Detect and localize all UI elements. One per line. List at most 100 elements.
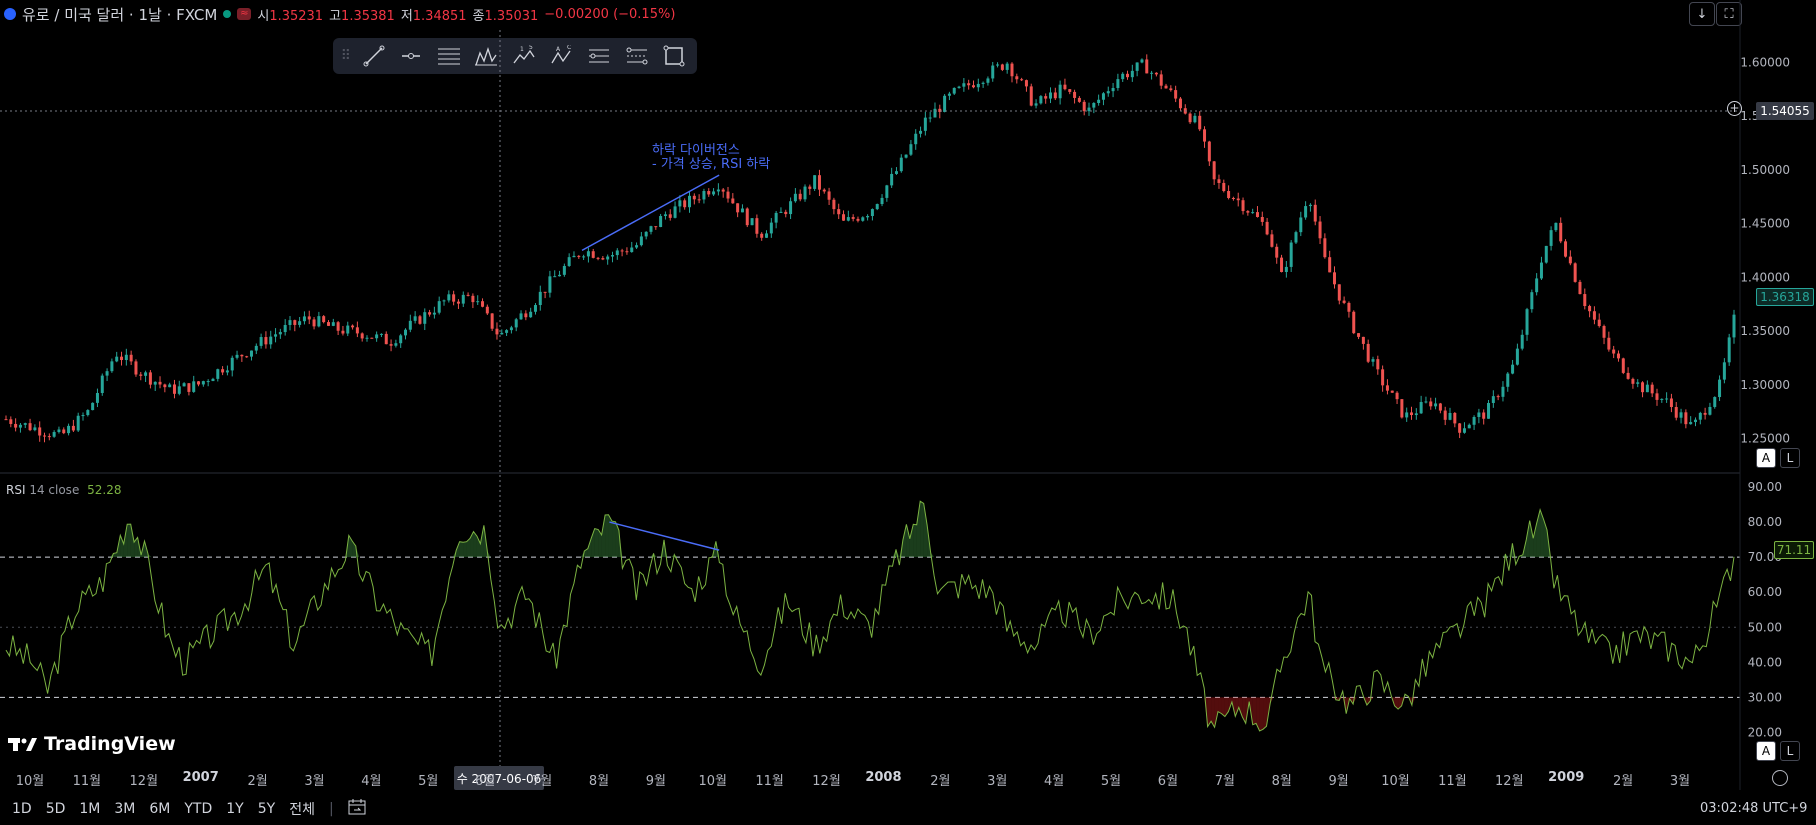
- candle-body: [586, 251, 590, 257]
- month-label: 12월: [812, 774, 841, 789]
- candle-body: [890, 173, 894, 186]
- regression-icon[interactable]: [620, 42, 654, 70]
- rsi-overbought-fill: [348, 535, 353, 558]
- symbol-title[interactable]: 유로 / 미국 달러 · 1날 · FXCM: [22, 5, 218, 24]
- candle-body: [1101, 93, 1105, 100]
- candle-body: [1227, 190, 1231, 198]
- goto-date-icon[interactable]: [348, 799, 366, 819]
- candle-body: [1689, 422, 1693, 425]
- candle-body: [384, 333, 388, 345]
- candle-body: [1198, 115, 1202, 130]
- pattern-icon[interactable]: [470, 42, 504, 70]
- range-3m[interactable]: 3M: [114, 801, 136, 817]
- annotation-line-1: 하락 다이버전스: [652, 143, 740, 158]
- candle-body: [360, 333, 364, 339]
- candle-body: [1390, 390, 1394, 393]
- candle-body: [866, 216, 870, 218]
- fullscreen-icon[interactable]: ⛶: [1716, 2, 1742, 26]
- candle-body: [519, 313, 523, 320]
- candle-body: [230, 357, 234, 371]
- candle-body: [899, 157, 903, 172]
- rsi-oversold-fill: [1259, 697, 1264, 731]
- rsi-log-scale-button[interactable]: L: [1780, 741, 1800, 761]
- candle-body: [967, 83, 971, 86]
- rsi-oversold-fill: [1263, 697, 1267, 730]
- divider: |: [328, 801, 334, 817]
- candle-body: [702, 191, 706, 200]
- svg-text:A: A: [556, 46, 561, 53]
- candle-body: [1217, 179, 1221, 183]
- range-5y[interactable]: 5Y: [257, 801, 276, 817]
- rectangle-icon[interactable]: [657, 42, 691, 70]
- fib-lines-icon[interactable]: [432, 42, 466, 70]
- rsi-overbought-fill: [902, 524, 907, 558]
- candle-body: [9, 419, 13, 424]
- candle-body: [726, 191, 730, 199]
- clock: 03:02:48 UTC+9: [1700, 801, 1808, 816]
- range-6m[interactable]: 6M: [149, 801, 171, 817]
- candle-body: [1024, 80, 1028, 87]
- candle-body: [817, 175, 821, 190]
- candle-body: [1222, 182, 1226, 191]
- candle-body: [1539, 262, 1543, 279]
- candle-body: [1178, 98, 1182, 109]
- candle-body: [784, 211, 788, 215]
- candle-body: [100, 375, 104, 393]
- candle-body: [23, 423, 27, 425]
- candle-body: [1477, 412, 1481, 417]
- range-1m[interactable]: 1M: [79, 801, 101, 817]
- svg-text:1: 1: [520, 46, 524, 53]
- log-scale-button[interactable]: L: [1780, 448, 1800, 468]
- candle-body: [1044, 96, 1048, 99]
- settings-gear-icon[interactable]: [1772, 770, 1788, 786]
- candle-body: [644, 231, 648, 237]
- candle-body: [331, 322, 335, 326]
- month-label: 10월: [1381, 774, 1410, 789]
- range-all[interactable]: 전체: [289, 802, 315, 818]
- download-icon[interactable]: ↓: [1689, 2, 1715, 26]
- trend-line-icon[interactable]: [357, 42, 391, 70]
- candle-body: [1395, 392, 1399, 400]
- rsi-auto-scale-button[interactable]: A: [1756, 741, 1776, 761]
- candle-body: [813, 175, 817, 189]
- candle-body: [1458, 423, 1462, 433]
- rsi-line: [5, 500, 1735, 732]
- rsi-overbought-fill: [120, 535, 124, 558]
- candle-body: [326, 322, 330, 326]
- divergence-annotation[interactable]: 하락 다이버전스 - 가격 상승, RSI 하락: [652, 144, 770, 172]
- candle-body: [635, 245, 639, 248]
- add-alert-icon[interactable]: +: [1727, 101, 1742, 116]
- candle-body: [1713, 397, 1717, 407]
- candle-body: [1169, 88, 1173, 91]
- range-5d[interactable]: 5D: [45, 801, 66, 817]
- candle-body: [803, 186, 807, 200]
- candle-body: [81, 415, 85, 417]
- candle-body: [1684, 412, 1688, 425]
- parallel-channel-icon[interactable]: [582, 42, 616, 70]
- candle-body: [1506, 373, 1510, 387]
- tradingview-logo[interactable]: TradingView: [8, 733, 176, 755]
- candle-body: [1376, 359, 1380, 370]
- candle-body: [514, 319, 518, 328]
- candle-body: [1159, 74, 1163, 86]
- candle-body: [596, 257, 600, 259]
- month-label: 12월: [129, 774, 159, 789]
- candle-body: [659, 216, 663, 227]
- auto-scale-button[interactable]: A: [1756, 448, 1776, 468]
- candle-body: [914, 133, 918, 145]
- candle-body: [1053, 92, 1057, 99]
- range-1y[interactable]: 1Y: [226, 801, 244, 817]
- candle-body: [750, 218, 754, 226]
- alert-badge[interactable]: ≈: [237, 8, 252, 20]
- range-1d[interactable]: 1D: [12, 801, 32, 817]
- candle-body: [1318, 221, 1322, 239]
- month-label: 4월: [1044, 774, 1065, 789]
- range-ytd[interactable]: YTD: [184, 801, 213, 817]
- candle-body: [278, 332, 282, 335]
- rsi-legend[interactable]: RSI 14 close 52.28: [6, 483, 122, 497]
- horizontal-ray-icon[interactable]: [394, 42, 428, 70]
- grip-icon[interactable]: ⠿: [340, 48, 352, 64]
